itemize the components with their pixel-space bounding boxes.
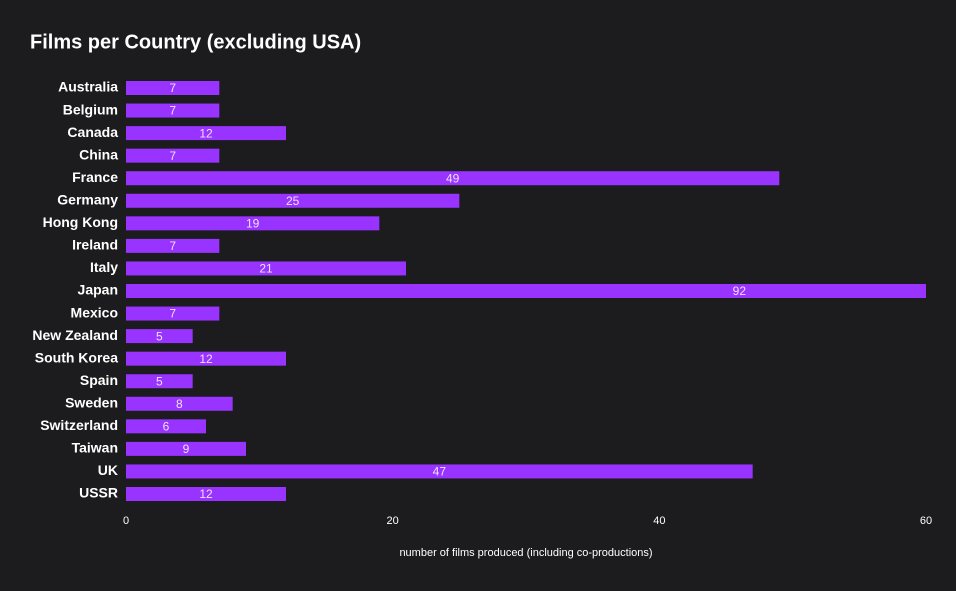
x-tick-label: 0 (123, 515, 129, 527)
bar (126, 103, 220, 118)
y-tick-label: Belgium (63, 101, 118, 117)
x-tick-label: 60 (920, 515, 932, 527)
x-tick-label: 40 (653, 515, 665, 527)
value-label: 21 (259, 262, 273, 276)
chart-title: Films per Country (excluding USA) (30, 31, 361, 53)
bar (126, 374, 193, 389)
bar (126, 261, 406, 276)
value-label: 19 (246, 217, 260, 231)
x-axis-label: number of films produced (including co-p… (399, 547, 652, 559)
value-label: 5 (156, 374, 163, 388)
y-tick-label: Sweden (65, 394, 118, 410)
y-tick-label: Taiwan (72, 440, 118, 456)
value-label: 12 (199, 352, 213, 366)
bar (126, 216, 380, 231)
value-label: 47 (433, 465, 447, 479)
bar (126, 329, 193, 344)
value-label: 12 (199, 126, 213, 140)
value-label: 7 (169, 149, 176, 163)
y-tick-label: China (79, 146, 118, 162)
y-tick-label: Australia (58, 79, 118, 95)
bar (126, 171, 780, 186)
value-label: 7 (169, 239, 176, 253)
y-tick-label: Ireland (72, 237, 118, 253)
y-tick-label: South Korea (35, 349, 118, 365)
y-tick-label: Spain (80, 372, 118, 388)
bar (126, 351, 286, 366)
y-tick-label: Canada (67, 124, 118, 140)
value-label: 7 (169, 81, 176, 95)
value-label: 25 (286, 194, 300, 208)
y-tick-label: UK (98, 462, 118, 478)
y-tick-label: France (72, 169, 118, 185)
value-label: 49 (446, 171, 460, 185)
bar (126, 487, 286, 501)
bar (126, 284, 926, 298)
y-tick-label: Hong Kong (43, 214, 118, 230)
value-label: 92 (733, 284, 747, 298)
bar (126, 306, 220, 321)
x-tick-label: 20 (387, 515, 399, 527)
y-tick-label: New Zealand (32, 327, 118, 343)
value-label: 6 (163, 420, 170, 434)
y-tick-label: USSR (79, 485, 118, 501)
y-tick-label: Japan (78, 282, 118, 298)
bar (126, 396, 233, 411)
y-tick-label: Germany (57, 191, 118, 207)
bar (126, 464, 753, 479)
bar (126, 238, 220, 253)
y-tick-label: Mexico (71, 304, 118, 320)
value-label: 9 (183, 442, 190, 456)
value-label: 7 (169, 307, 176, 321)
value-label: 8 (176, 397, 183, 411)
value-label: 12 (199, 487, 213, 501)
bar (126, 126, 286, 141)
value-label: 5 (156, 329, 163, 343)
value-label: 7 (169, 104, 176, 118)
bar (126, 81, 220, 95)
bar (126, 148, 220, 163)
y-tick-label: Switzerland (40, 417, 118, 433)
bar (126, 193, 460, 208)
bar (126, 441, 246, 456)
bar (126, 419, 206, 434)
y-tick-label: Italy (90, 259, 118, 275)
